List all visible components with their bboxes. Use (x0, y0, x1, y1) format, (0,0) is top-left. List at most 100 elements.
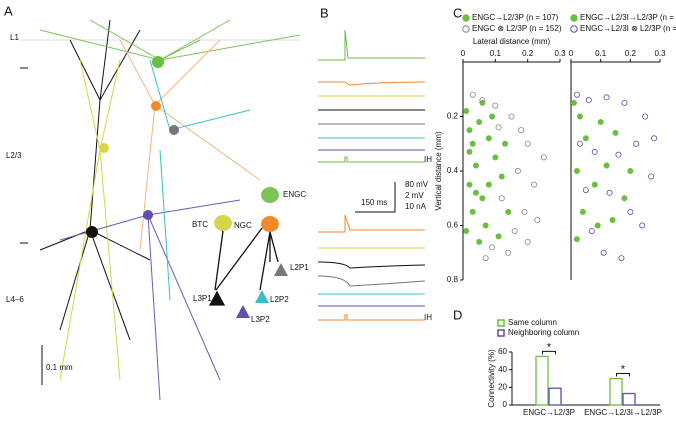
data-point (573, 91, 580, 98)
data-point (606, 189, 613, 196)
legend-label: ENGC→L2/3I→L2/3P (n = 48) (580, 13, 676, 22)
data-point (466, 181, 473, 188)
legend-label: ENGC→L2/3I ⊗ L2/3P (n = 166) (580, 24, 676, 33)
annotation: * (621, 363, 626, 375)
y-tick-label: 20 (498, 382, 507, 391)
data-point (573, 236, 580, 243)
data-point (579, 208, 586, 215)
panel-label: D (453, 307, 462, 322)
data-point (482, 255, 489, 262)
data-point (570, 99, 577, 106)
cell-label: ENGC (283, 190, 306, 199)
data-point (594, 222, 601, 229)
panel-label: A (4, 3, 13, 18)
y-tick-label: 0.4 (447, 166, 459, 175)
data-point (495, 124, 502, 131)
data-point (514, 167, 521, 174)
legend-label: Neighboring column (508, 328, 579, 337)
data-point (463, 227, 470, 234)
data-point (492, 154, 499, 161)
data-point (609, 217, 616, 224)
time-scale-label: 150 ms (361, 198, 387, 207)
scale-label: 10 nA (405, 202, 427, 211)
bar (548, 387, 562, 406)
data-point (633, 140, 640, 147)
x-tick-label: 0.2 (522, 49, 534, 58)
layer-label: L1 (10, 33, 19, 42)
data-point (603, 162, 610, 169)
layer-label: L4–6 (6, 295, 24, 304)
y-tick-label: 0.6 (447, 221, 459, 230)
data-point (469, 208, 476, 215)
x-tick-label: 0 (461, 49, 466, 58)
bar (622, 392, 636, 406)
data-point (498, 195, 505, 202)
data-point (524, 238, 531, 245)
data-point (651, 135, 658, 142)
data-point (489, 244, 496, 251)
scale-bar-label: 0.1 mm (46, 363, 73, 372)
y-tick-label: 0.8 (447, 275, 459, 284)
data-point (492, 102, 499, 109)
data-point (642, 113, 649, 120)
data-point (615, 151, 622, 158)
data-point (600, 249, 607, 256)
panel-label: C (453, 5, 462, 20)
data-point (511, 227, 518, 234)
bar (535, 355, 549, 406)
data-point (576, 140, 583, 147)
legend-marker (570, 25, 578, 33)
panel-label: B (320, 5, 329, 20)
data-point (585, 97, 592, 104)
data-point (648, 173, 655, 180)
stim-label: IH (424, 155, 432, 164)
data-point (521, 208, 528, 215)
data-point (518, 127, 525, 134)
x-tick-label: 0.3 (654, 49, 666, 58)
cell-label: L3P1 (193, 294, 212, 303)
data-point (621, 99, 628, 106)
data-point (597, 118, 604, 125)
stim-label: IH (424, 313, 432, 322)
data-point (485, 181, 492, 188)
legend-marker (462, 14, 470, 22)
data-point (582, 135, 589, 142)
data-point (466, 148, 473, 155)
data-point (472, 189, 479, 196)
data-point (482, 222, 489, 229)
data-point (573, 167, 580, 174)
data-point (534, 217, 541, 224)
data-point (621, 195, 628, 202)
significance-bracket (616, 373, 630, 377)
x-tick-label: 0.3 (554, 49, 566, 58)
data-point (540, 154, 547, 161)
cell-label: NGC (234, 221, 252, 230)
x-tick-label: 0.2 (625, 49, 637, 58)
x-tick-label: 0.1 (595, 49, 607, 58)
cell-label: L2P2 (270, 295, 289, 304)
y-tick-label: 0.2 (447, 112, 459, 121)
data-point (472, 162, 479, 169)
x-tick-label: ENGC→L2/3I→L2/3P (584, 408, 662, 417)
x-axis-label: Lateral distance (mm) (473, 37, 551, 46)
data-point (591, 148, 598, 155)
data-point (479, 97, 486, 104)
legend-label: ENGC→L2/3P (n = 107) (472, 13, 559, 22)
legend-marker (462, 25, 470, 33)
data-point (505, 249, 512, 256)
cell-label: L3P2 (251, 315, 270, 324)
legend-marker (497, 329, 505, 337)
legend-label: Same column (508, 318, 557, 327)
y-tick-label: 0 (503, 400, 508, 409)
data-point (582, 187, 589, 194)
data-point (603, 94, 610, 101)
data-point (627, 208, 634, 215)
data-point (476, 118, 483, 125)
layer-label: L2/3 (6, 151, 22, 160)
data-point (502, 140, 509, 147)
circuit-diagram (208, 187, 288, 318)
voltage-traces (317, 29, 426, 321)
data-point (524, 140, 531, 147)
data-point (588, 227, 595, 234)
